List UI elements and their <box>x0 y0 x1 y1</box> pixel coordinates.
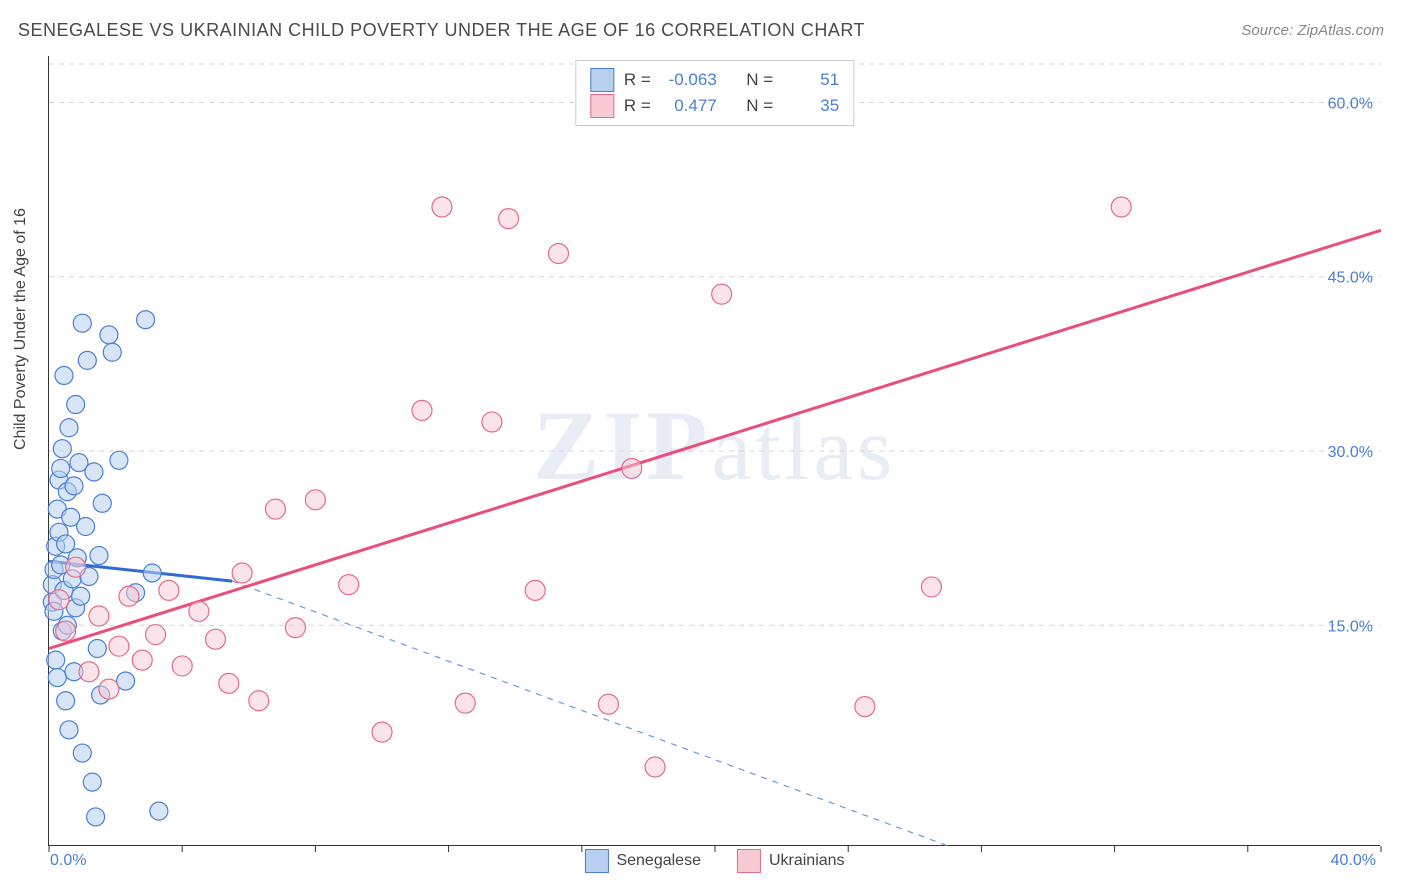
svg-text:15.0%: 15.0% <box>1328 618 1373 635</box>
x-axis-origin-label: 0.0% <box>50 852 86 870</box>
legend-item-ukrainians: Ukrainians <box>737 849 845 873</box>
stats-legend: R = -0.063 N = 51 R = 0.477 N = 35 <box>575 60 854 126</box>
svg-text:30.0%: 30.0% <box>1328 444 1373 461</box>
legend-item-senegalese: Senegalese <box>584 849 701 873</box>
legend-swatch-icon <box>584 849 608 873</box>
stats-swatch-senegalese <box>590 68 614 92</box>
stats-row: R = -0.063 N = 51 <box>590 67 839 93</box>
stats-swatch-ukrainians <box>590 94 614 118</box>
stats-row: R = 0.477 N = 35 <box>590 93 839 119</box>
svg-text:60.0%: 60.0% <box>1328 95 1373 112</box>
legend: Senegalese Ukrainians <box>584 849 844 873</box>
source-attribution: Source: ZipAtlas.com <box>1241 22 1384 39</box>
chart-title: SENEGALESE VS UKRAINIAN CHILD POVERTY UN… <box>18 20 865 41</box>
plot-area: ZIPatlas 15.0%30.0%45.0%60.0% R = -0.063… <box>48 56 1380 846</box>
legend-swatch-icon <box>737 849 761 873</box>
svg-text:45.0%: 45.0% <box>1328 270 1373 287</box>
chart-svg: 15.0% 30.0% 45.0% 60.0% <box>49 56 1380 845</box>
y-axis-label: Child Poverty Under the Age of 16 <box>12 208 30 450</box>
x-axis-max-label: 40.0% <box>1331 852 1376 870</box>
